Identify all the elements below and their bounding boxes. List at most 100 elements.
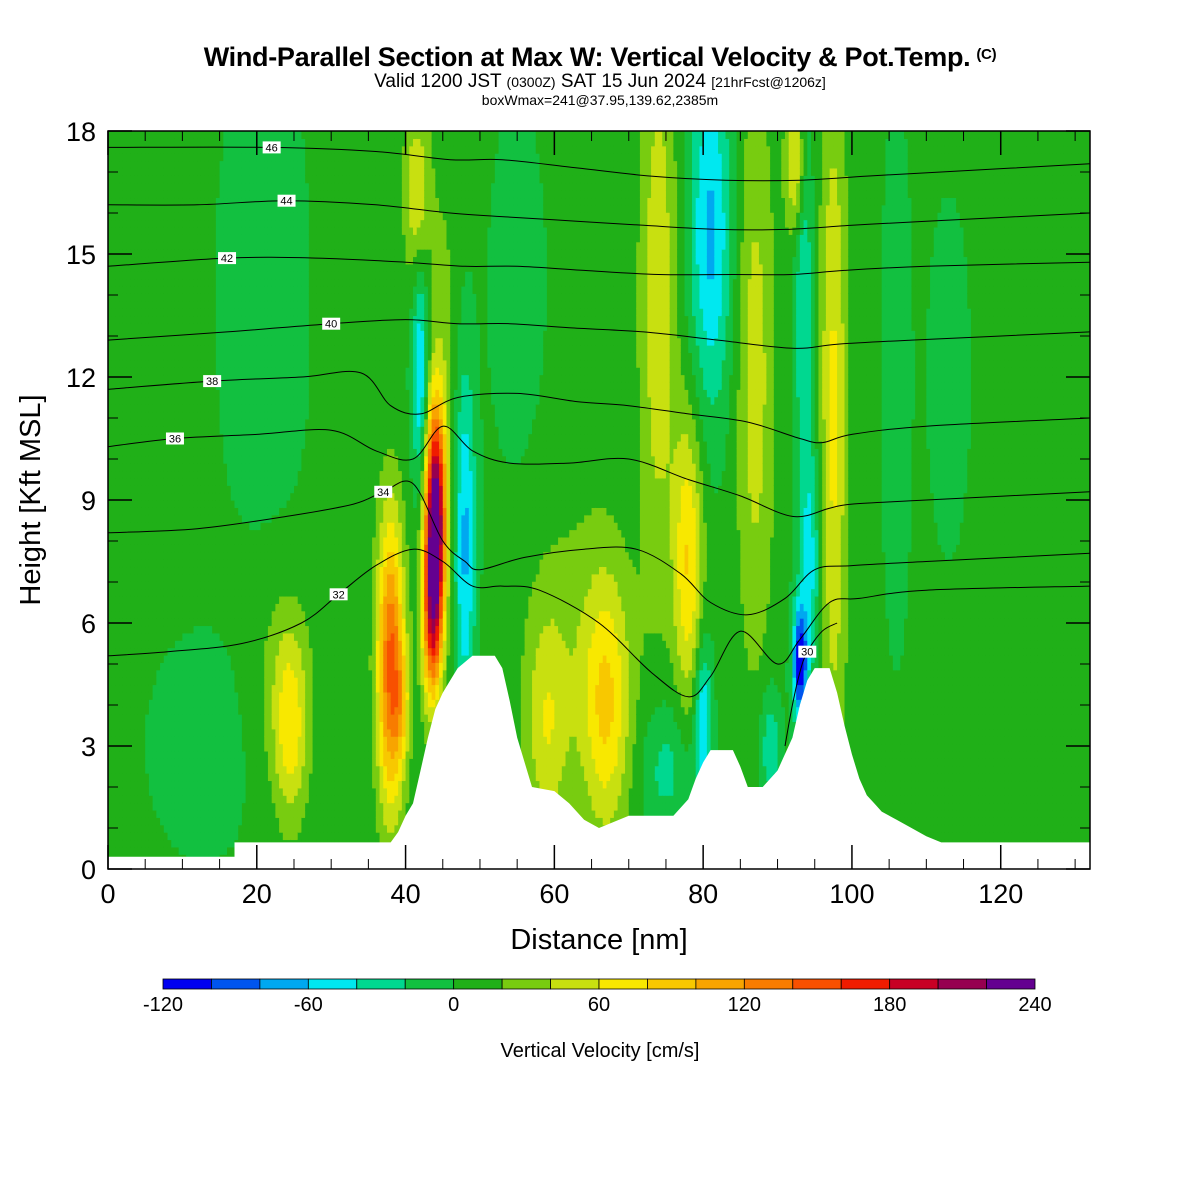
velocity-cell bbox=[238, 478, 242, 486]
velocity-cell bbox=[138, 692, 142, 700]
velocity-cell bbox=[216, 773, 220, 781]
velocity-cell bbox=[179, 220, 183, 228]
velocity-cell bbox=[223, 168, 227, 176]
velocity-cell bbox=[194, 411, 198, 419]
velocity-cell bbox=[130, 448, 134, 456]
velocity-cell bbox=[227, 839, 231, 847]
velocity-cell bbox=[190, 448, 194, 456]
velocity-cell bbox=[227, 662, 231, 670]
velocity-cell bbox=[175, 670, 179, 678]
velocity-cell bbox=[179, 197, 183, 205]
velocity-cell bbox=[186, 707, 190, 715]
velocity-cell bbox=[119, 515, 123, 523]
velocity-cell bbox=[145, 153, 149, 161]
velocity-cell bbox=[153, 190, 157, 198]
velocity-cell bbox=[149, 773, 153, 781]
velocity-cell bbox=[130, 463, 134, 471]
velocity-cell bbox=[201, 242, 205, 250]
velocity-cell bbox=[194, 485, 198, 493]
velocity-cell bbox=[208, 707, 212, 715]
velocity-cell bbox=[223, 448, 227, 456]
velocity-cell bbox=[223, 367, 227, 375]
velocity-cell bbox=[164, 323, 168, 331]
velocity-cell bbox=[246, 515, 250, 523]
velocity-cell bbox=[205, 426, 209, 434]
velocity-cell bbox=[179, 721, 183, 729]
velocity-cell bbox=[220, 744, 224, 752]
velocity-cell bbox=[194, 744, 198, 752]
velocity-cell bbox=[115, 301, 119, 309]
velocity-cell bbox=[160, 832, 164, 840]
velocity-cell bbox=[186, 640, 190, 648]
velocity-cell bbox=[119, 183, 123, 191]
velocity-cell bbox=[201, 736, 205, 744]
velocity-cell bbox=[220, 603, 224, 611]
velocity-cell bbox=[223, 500, 227, 508]
velocity-cell bbox=[168, 323, 172, 331]
velocity-cell bbox=[149, 227, 153, 235]
velocity-cell bbox=[242, 197, 246, 205]
velocity-cell bbox=[190, 404, 194, 412]
velocity-cell bbox=[168, 234, 172, 242]
velocity-cell bbox=[134, 316, 138, 324]
velocity-cell bbox=[123, 589, 127, 597]
velocity-cell bbox=[216, 485, 220, 493]
velocity-cell bbox=[246, 330, 250, 338]
velocity-cell bbox=[208, 611, 212, 619]
velocity-cell bbox=[201, 839, 205, 847]
velocity-cell bbox=[138, 478, 142, 486]
velocity-cell bbox=[119, 485, 123, 493]
velocity-cell bbox=[175, 655, 179, 663]
velocity-cell bbox=[231, 611, 235, 619]
velocity-cell bbox=[164, 153, 168, 161]
velocity-cell bbox=[238, 662, 242, 670]
velocity-cell bbox=[246, 205, 250, 213]
velocity-cell bbox=[115, 648, 119, 656]
velocity-cell bbox=[242, 729, 246, 737]
velocity-cell bbox=[153, 825, 157, 833]
velocity-cell bbox=[231, 308, 235, 316]
velocity-cell bbox=[212, 234, 216, 242]
velocity-cell bbox=[205, 677, 209, 685]
velocity-cell bbox=[160, 301, 164, 309]
velocity-cell bbox=[227, 293, 231, 301]
velocity-cell bbox=[141, 611, 145, 619]
velocity-cell bbox=[208, 648, 212, 656]
velocity-cell bbox=[160, 382, 164, 390]
velocity-cell bbox=[249, 707, 253, 715]
velocity-cell bbox=[242, 168, 246, 176]
velocity-cell bbox=[160, 677, 164, 685]
velocity-cell bbox=[216, 662, 220, 670]
velocity-cell bbox=[212, 500, 216, 508]
velocity-cell bbox=[171, 574, 175, 582]
velocity-cell bbox=[234, 773, 238, 781]
velocity-cell bbox=[123, 611, 127, 619]
velocity-cell bbox=[119, 618, 123, 626]
velocity-cell bbox=[197, 456, 201, 464]
velocity-cell bbox=[164, 721, 168, 729]
velocity-cell bbox=[212, 758, 216, 766]
velocity-cell bbox=[112, 788, 116, 796]
velocity-cell bbox=[153, 367, 157, 375]
velocity-cell bbox=[123, 603, 127, 611]
velocity-cell bbox=[145, 338, 149, 346]
velocity-cell bbox=[179, 839, 183, 847]
velocity-cell bbox=[201, 574, 205, 582]
velocity-cell bbox=[246, 279, 250, 287]
velocity-cell bbox=[119, 758, 123, 766]
velocity-cell bbox=[179, 234, 183, 242]
velocity-cell bbox=[220, 242, 224, 250]
velocity-cell bbox=[138, 758, 142, 766]
velocity-cell bbox=[201, 293, 205, 301]
velocity-cell bbox=[134, 832, 138, 840]
velocity-cell bbox=[223, 611, 227, 619]
velocity-cell bbox=[153, 611, 157, 619]
velocity-cell bbox=[227, 530, 231, 538]
velocity-cell bbox=[171, 161, 175, 169]
velocity-cell bbox=[242, 633, 246, 641]
velocity-cell bbox=[197, 212, 201, 220]
velocity-cell bbox=[156, 692, 160, 700]
velocity-cell bbox=[242, 788, 246, 796]
velocity-cell bbox=[134, 633, 138, 641]
velocity-cell bbox=[156, 456, 160, 464]
